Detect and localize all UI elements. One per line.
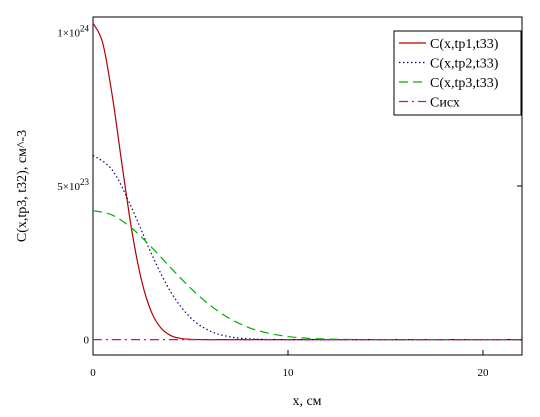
x-tick-label: 20 (478, 367, 490, 379)
legend: C(x,tp1,t33) C(x,tp2,t33) C(x,tp3,t33) Cисх (393, 30, 522, 116)
y-tick-label: 1×1024 (57, 23, 89, 39)
y-tick-label: 5×1023 (57, 177, 89, 193)
series-line-2 (92, 154, 522, 341)
x-axis-ticks: 0 10 20 (90, 350, 489, 379)
legend-label-1: C(x,tp1,t33) (430, 37, 499, 52)
y-axis-title: C(x,tp3, t32), см^-3 (15, 130, 30, 242)
y-tick-label: 0 (84, 335, 90, 347)
series-line-3 (92, 209, 522, 341)
legend-label-4: Cисх (430, 96, 460, 111)
series-layer (92, 22, 522, 341)
x-tick-label: 10 (283, 367, 295, 379)
legend-box (393, 30, 522, 116)
legend-label-3: C(x,tp3,t33) (430, 76, 499, 91)
x-tick-label: 0 (90, 367, 96, 379)
legend-label-2: C(x,tp2,t33) (430, 57, 499, 72)
x-axis-title: x, см (292, 394, 321, 409)
